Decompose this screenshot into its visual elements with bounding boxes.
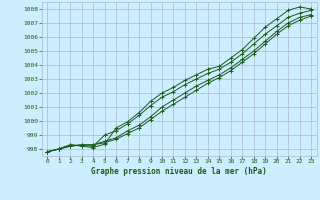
X-axis label: Graphe pression niveau de la mer (hPa): Graphe pression niveau de la mer (hPa) [91,167,267,176]
